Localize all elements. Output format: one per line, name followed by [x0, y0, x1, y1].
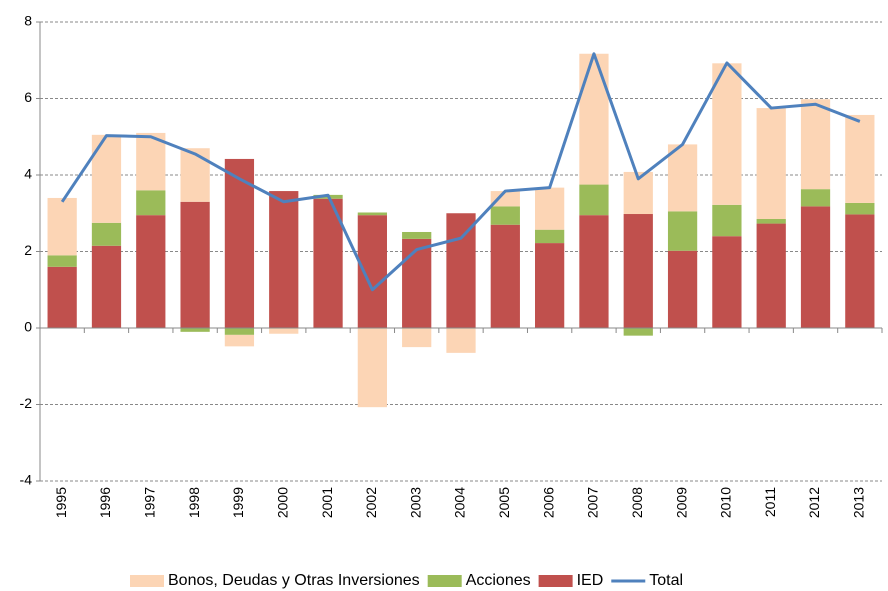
- bar: [91, 134, 122, 223]
- x-tick-label: 1996: [97, 487, 113, 518]
- bar: [47, 197, 77, 256]
- bar: [667, 211, 698, 251]
- x-tick-label: 1998: [186, 487, 202, 518]
- bar: [224, 158, 255, 328]
- x-tick-label: 2005: [496, 487, 512, 518]
- legend-swatch: [427, 575, 462, 587]
- bar: [667, 144, 698, 212]
- bar: [269, 328, 299, 334]
- bar: [136, 190, 166, 216]
- bar: [136, 132, 166, 191]
- bar: [357, 212, 387, 216]
- bar: [845, 114, 875, 203]
- x-tick-label: 2006: [540, 487, 556, 518]
- bar: [800, 189, 831, 207]
- bar: [490, 206, 520, 225]
- x-tick-label: 2009: [673, 487, 689, 518]
- bar: [845, 202, 875, 215]
- y-tick-label: 6: [24, 89, 32, 105]
- y-tick-label: 0: [24, 319, 32, 335]
- legend-label: IED: [577, 572, 604, 589]
- x-tick-label: 2001: [319, 487, 335, 518]
- x-tick-label: 2004: [452, 487, 468, 518]
- x-tick-label: 2002: [363, 487, 379, 518]
- bar: [623, 214, 653, 328]
- x-tick-label: 1997: [141, 487, 157, 518]
- bar: [180, 201, 210, 328]
- line: [60, 52, 861, 292]
- bar: [402, 238, 432, 328]
- legend-swatch: [538, 575, 573, 587]
- bar: [756, 218, 786, 224]
- legend-label: Acciones: [466, 572, 531, 589]
- x-tick-label: 2003: [407, 487, 423, 518]
- bar: [91, 245, 122, 328]
- bar: [446, 213, 476, 328]
- bar: [756, 108, 786, 219]
- legend-swatch: [130, 575, 164, 587]
- bar: [756, 223, 786, 328]
- bar: [357, 328, 387, 408]
- bar: [47, 266, 77, 328]
- x-tick-label: 2012: [806, 487, 822, 518]
- bar: [667, 250, 698, 328]
- bar: [712, 204, 742, 237]
- bar: [845, 214, 875, 328]
- bar: [579, 53, 609, 185]
- bar: [446, 328, 476, 353]
- y-tick-label: -2: [20, 395, 33, 411]
- y-tick-label: -4: [20, 472, 33, 488]
- bar: [535, 229, 565, 244]
- bar: [402, 328, 432, 348]
- x-tick-label: 1995: [53, 487, 69, 518]
- bar: [136, 215, 166, 328]
- bar: [313, 198, 343, 328]
- bar: [800, 99, 831, 190]
- x-tick-label: 2000: [274, 487, 290, 518]
- y-tick-label: 8: [24, 13, 32, 29]
- legend-label: Total: [649, 572, 683, 589]
- bar: [535, 243, 565, 328]
- legend-label: Bonos, Deudas y Otras Inversiones: [168, 572, 420, 589]
- bar: [357, 215, 387, 328]
- bar: [269, 191, 299, 328]
- x-tick-label: 2011: [762, 487, 778, 517]
- bar: [490, 191, 520, 207]
- bar: [490, 224, 520, 328]
- bar: [800, 206, 831, 328]
- bar: [224, 328, 255, 335]
- x-tick-label: 2013: [851, 487, 867, 518]
- x-tick-label: 2008: [629, 487, 645, 518]
- y-tick-label: 4: [24, 166, 32, 182]
- bar: [402, 231, 432, 239]
- bar: [91, 222, 122, 246]
- bar: [712, 236, 742, 328]
- bar: [712, 63, 742, 205]
- bar: [224, 334, 255, 347]
- bar: [180, 328, 210, 332]
- bar: [180, 148, 210, 202]
- x-tick-label: 2010: [718, 487, 734, 518]
- bar: [579, 215, 609, 328]
- x-tick-label: 1999: [230, 487, 246, 518]
- y-tick-label: 2: [24, 242, 32, 258]
- bar: [47, 255, 77, 267]
- x-tick-label: 2007: [585, 487, 601, 518]
- bar: [579, 184, 609, 216]
- bar: [535, 187, 565, 230]
- bar: [623, 328, 653, 336]
